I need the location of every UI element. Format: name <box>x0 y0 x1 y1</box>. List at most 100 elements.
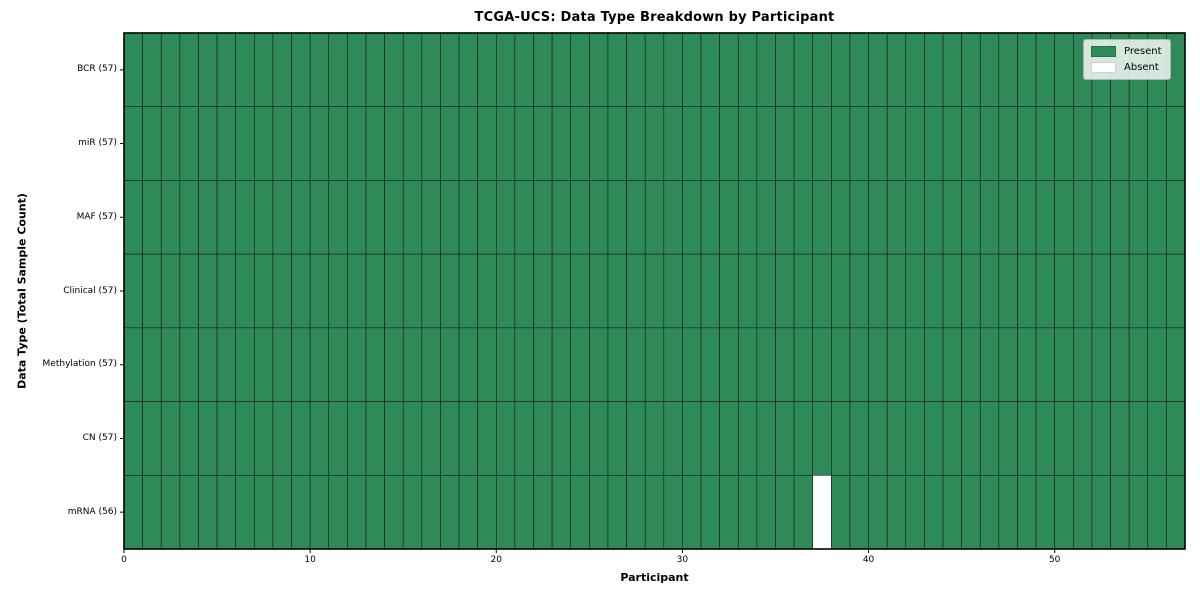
y-tick-label: Methylation (57) <box>42 359 117 370</box>
cell-present <box>328 253 348 329</box>
cell-present <box>365 327 385 402</box>
cell-present <box>216 106 236 181</box>
cell-present <box>793 253 814 329</box>
cell-present <box>644 180 665 255</box>
cell-present <box>589 32 609 108</box>
cell-present <box>291 401 311 476</box>
cell-present <box>235 253 255 329</box>
cell-present <box>309 474 330 550</box>
cell-present <box>123 401 143 476</box>
cell-present <box>309 401 330 476</box>
cell-present <box>402 401 423 476</box>
cell-present <box>812 106 832 181</box>
cell-present <box>495 474 516 550</box>
cell-present <box>477 180 497 255</box>
cell-present <box>458 180 478 255</box>
cell-present <box>812 401 832 476</box>
cell-present <box>570 32 590 108</box>
cell-present <box>719 180 739 255</box>
cell-present <box>309 253 330 329</box>
cell-present <box>979 327 1000 402</box>
cell-present <box>663 32 683 108</box>
cell-present <box>347 106 367 181</box>
cell-present <box>1166 180 1186 255</box>
cell-absent <box>812 474 832 550</box>
cell-present <box>1147 253 1167 329</box>
cell-present <box>402 180 423 255</box>
cell-present <box>886 106 907 181</box>
cell-present <box>719 474 739 550</box>
cell-present <box>626 327 646 402</box>
cell-present <box>868 253 888 329</box>
cell-present <box>551 32 572 108</box>
cell-present <box>607 401 627 476</box>
cell-present <box>812 32 832 108</box>
cell-present <box>533 327 553 402</box>
cell-present <box>961 106 981 181</box>
cell-present <box>998 106 1018 181</box>
cell-present <box>1110 474 1130 550</box>
cell-present <box>1147 106 1167 181</box>
x-tick-label: 40 <box>862 555 875 565</box>
cell-present <box>663 106 683 181</box>
cell-present <box>309 32 330 108</box>
cell-present <box>216 474 236 550</box>
cell-present <box>179 180 199 255</box>
cell-present <box>682 401 702 476</box>
cell-present <box>533 32 553 108</box>
cell-present <box>1128 474 1149 550</box>
cell-present <box>942 401 962 476</box>
cell-present <box>123 180 143 255</box>
cell-present <box>849 106 869 181</box>
cell-present <box>142 180 162 255</box>
cell-present <box>979 32 1000 108</box>
cell-present <box>626 474 646 550</box>
cell-present <box>1147 474 1167 550</box>
cell-present <box>589 327 609 402</box>
cell-present <box>477 106 497 181</box>
cell-present <box>551 106 572 181</box>
cell-present <box>1017 401 1037 476</box>
cell-present <box>347 474 367 550</box>
cell-present <box>421 180 441 255</box>
cell-present <box>421 327 441 402</box>
cell-present <box>235 327 255 402</box>
cell-present <box>700 180 720 255</box>
cell-present <box>886 327 907 402</box>
cell-present <box>421 32 441 108</box>
cell-present <box>682 253 702 329</box>
cell-present <box>1054 327 1074 402</box>
cell-present <box>905 106 925 181</box>
cell-present <box>365 253 385 329</box>
cell-present <box>1017 253 1037 329</box>
cell-present <box>235 180 255 255</box>
cell-present <box>440 180 460 255</box>
cell-present <box>793 32 814 108</box>
cell-present <box>1110 401 1130 476</box>
cell-present <box>123 106 143 181</box>
cell-present <box>663 253 683 329</box>
cell-present <box>1017 180 1037 255</box>
cell-present <box>924 327 944 402</box>
cell-present <box>1128 327 1149 402</box>
x-tick-label: 30 <box>676 555 689 565</box>
cell-present <box>440 32 460 108</box>
cell-present <box>160 401 181 476</box>
cell-present <box>942 474 962 550</box>
cell-present <box>905 32 925 108</box>
cell-present <box>495 180 516 255</box>
cell-present <box>942 32 962 108</box>
cell-present <box>570 401 590 476</box>
cell-present <box>309 106 330 181</box>
cell-present <box>905 327 925 402</box>
cell-present <box>160 327 181 402</box>
cell-present <box>216 327 236 402</box>
cell-present <box>700 32 720 108</box>
cell-present <box>1110 106 1130 181</box>
cell-present <box>682 327 702 402</box>
cell-present <box>1166 253 1186 329</box>
cell-present <box>514 32 534 108</box>
x-tick-label: 0 <box>121 555 127 565</box>
cell-present <box>644 474 665 550</box>
